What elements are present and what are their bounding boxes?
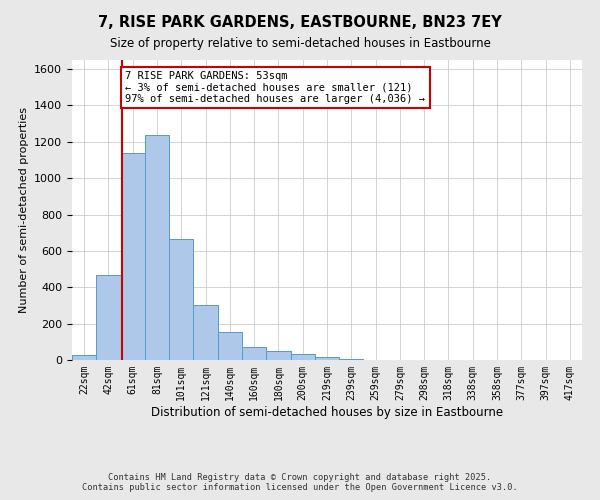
Bar [193, 306, 218, 360]
X-axis label: Distribution of semi-detached houses by size in Eastbourne: Distribution of semi-detached houses by … [151, 406, 503, 418]
Text: 7 RISE PARK GARDENS: 53sqm
← 3% of semi-detached houses are smaller (121)
97% of: 7 RISE PARK GARDENS: 53sqm ← 3% of semi-… [125, 71, 425, 104]
Text: 7, RISE PARK GARDENS, EASTBOURNE, BN23 7EY: 7, RISE PARK GARDENS, EASTBOURNE, BN23 7… [98, 15, 502, 30]
Bar [242, 348, 266, 360]
Bar [315, 356, 339, 360]
Bar [266, 352, 290, 360]
Bar [339, 359, 364, 360]
Text: Contains HM Land Registry data © Crown copyright and database right 2025.
Contai: Contains HM Land Registry data © Crown c… [82, 473, 518, 492]
Bar [72, 356, 96, 360]
Bar [96, 274, 121, 360]
Y-axis label: Number of semi-detached properties: Number of semi-detached properties [19, 107, 29, 313]
Bar [121, 152, 145, 360]
Bar [169, 239, 193, 360]
Text: Size of property relative to semi-detached houses in Eastbourne: Size of property relative to semi-detach… [110, 38, 490, 51]
Bar [145, 136, 169, 360]
Bar [218, 332, 242, 360]
Bar [290, 354, 315, 360]
